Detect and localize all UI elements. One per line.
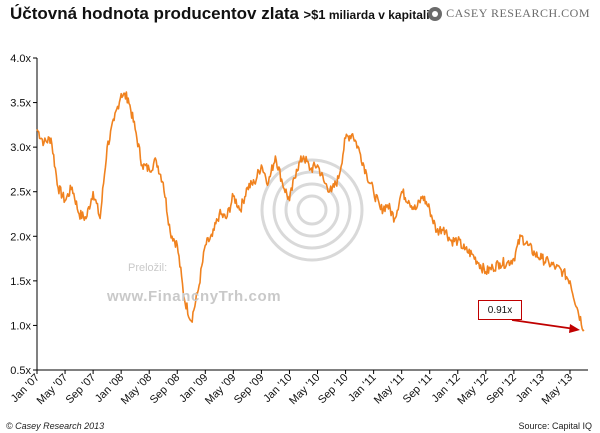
y-tick-label: 1.5x <box>10 276 31 288</box>
title-subtitle-big: >$1 <box>303 7 326 22</box>
y-tick-label: 4.0x <box>10 53 31 65</box>
y-axis-ticks: 0.5x 1.0x 1.5x 2.0x 2.5x 3.0x 3.5x 4.0x <box>10 53 37 377</box>
annotation-arrow <box>511 319 580 333</box>
watermark-url: www.FinancnyTrh.com <box>107 288 282 305</box>
y-tick-label: 0.5x <box>10 365 31 377</box>
annotation-callout: 0.91x <box>478 300 522 320</box>
x-tick-label: Sep '08 <box>148 372 183 407</box>
x-tick-label: May '07 <box>35 372 70 407</box>
y-tick-label: 3.5x <box>10 98 31 110</box>
x-tick-label: May '09 <box>203 372 238 407</box>
x-tick-label: May '10 <box>287 372 322 407</box>
target-watermark-icon <box>260 158 364 262</box>
watermark-label: Preložil: <box>128 262 168 274</box>
target-logo-icon <box>428 6 443 21</box>
x-tick-label: Sep '12 <box>484 372 519 407</box>
chart-title: Účtovná hodnota producentov zlata >$1 mi… <box>10 4 439 24</box>
x-tick-label: Sep '10 <box>316 372 351 407</box>
y-tick-label: 2.5x <box>10 187 31 199</box>
x-tick-label: May '11 <box>372 372 407 407</box>
y-tick-label: 2.0x <box>10 231 31 243</box>
x-tick-label: Sep '11 <box>401 372 435 406</box>
axes <box>36 58 588 371</box>
y-tick-label: 1.0x <box>10 320 31 332</box>
x-tick-label: May '12 <box>455 372 490 407</box>
x-tick-label: May '08 <box>119 372 154 407</box>
series-line <box>36 91 585 332</box>
source-text: Source: Capital IQ <box>518 421 592 431</box>
y-tick-label: 3.0x <box>10 142 31 154</box>
copyright-text: © Casey Research 2013 <box>6 421 105 431</box>
logo-text: CASEY RESEARCH.COM <box>446 6 590 20</box>
x-tick-label: May '13 <box>540 372 575 407</box>
title-subtitle-small: miliarda v kapitaliz. <box>325 8 439 22</box>
casey-research-logo: CASEY RESEARCH.COM <box>428 6 590 21</box>
x-tick-label: Sep '09 <box>232 372 267 407</box>
x-tick-label: Sep '07 <box>64 372 99 407</box>
title-main: Účtovná hodnota producentov zlata <box>10 4 300 23</box>
